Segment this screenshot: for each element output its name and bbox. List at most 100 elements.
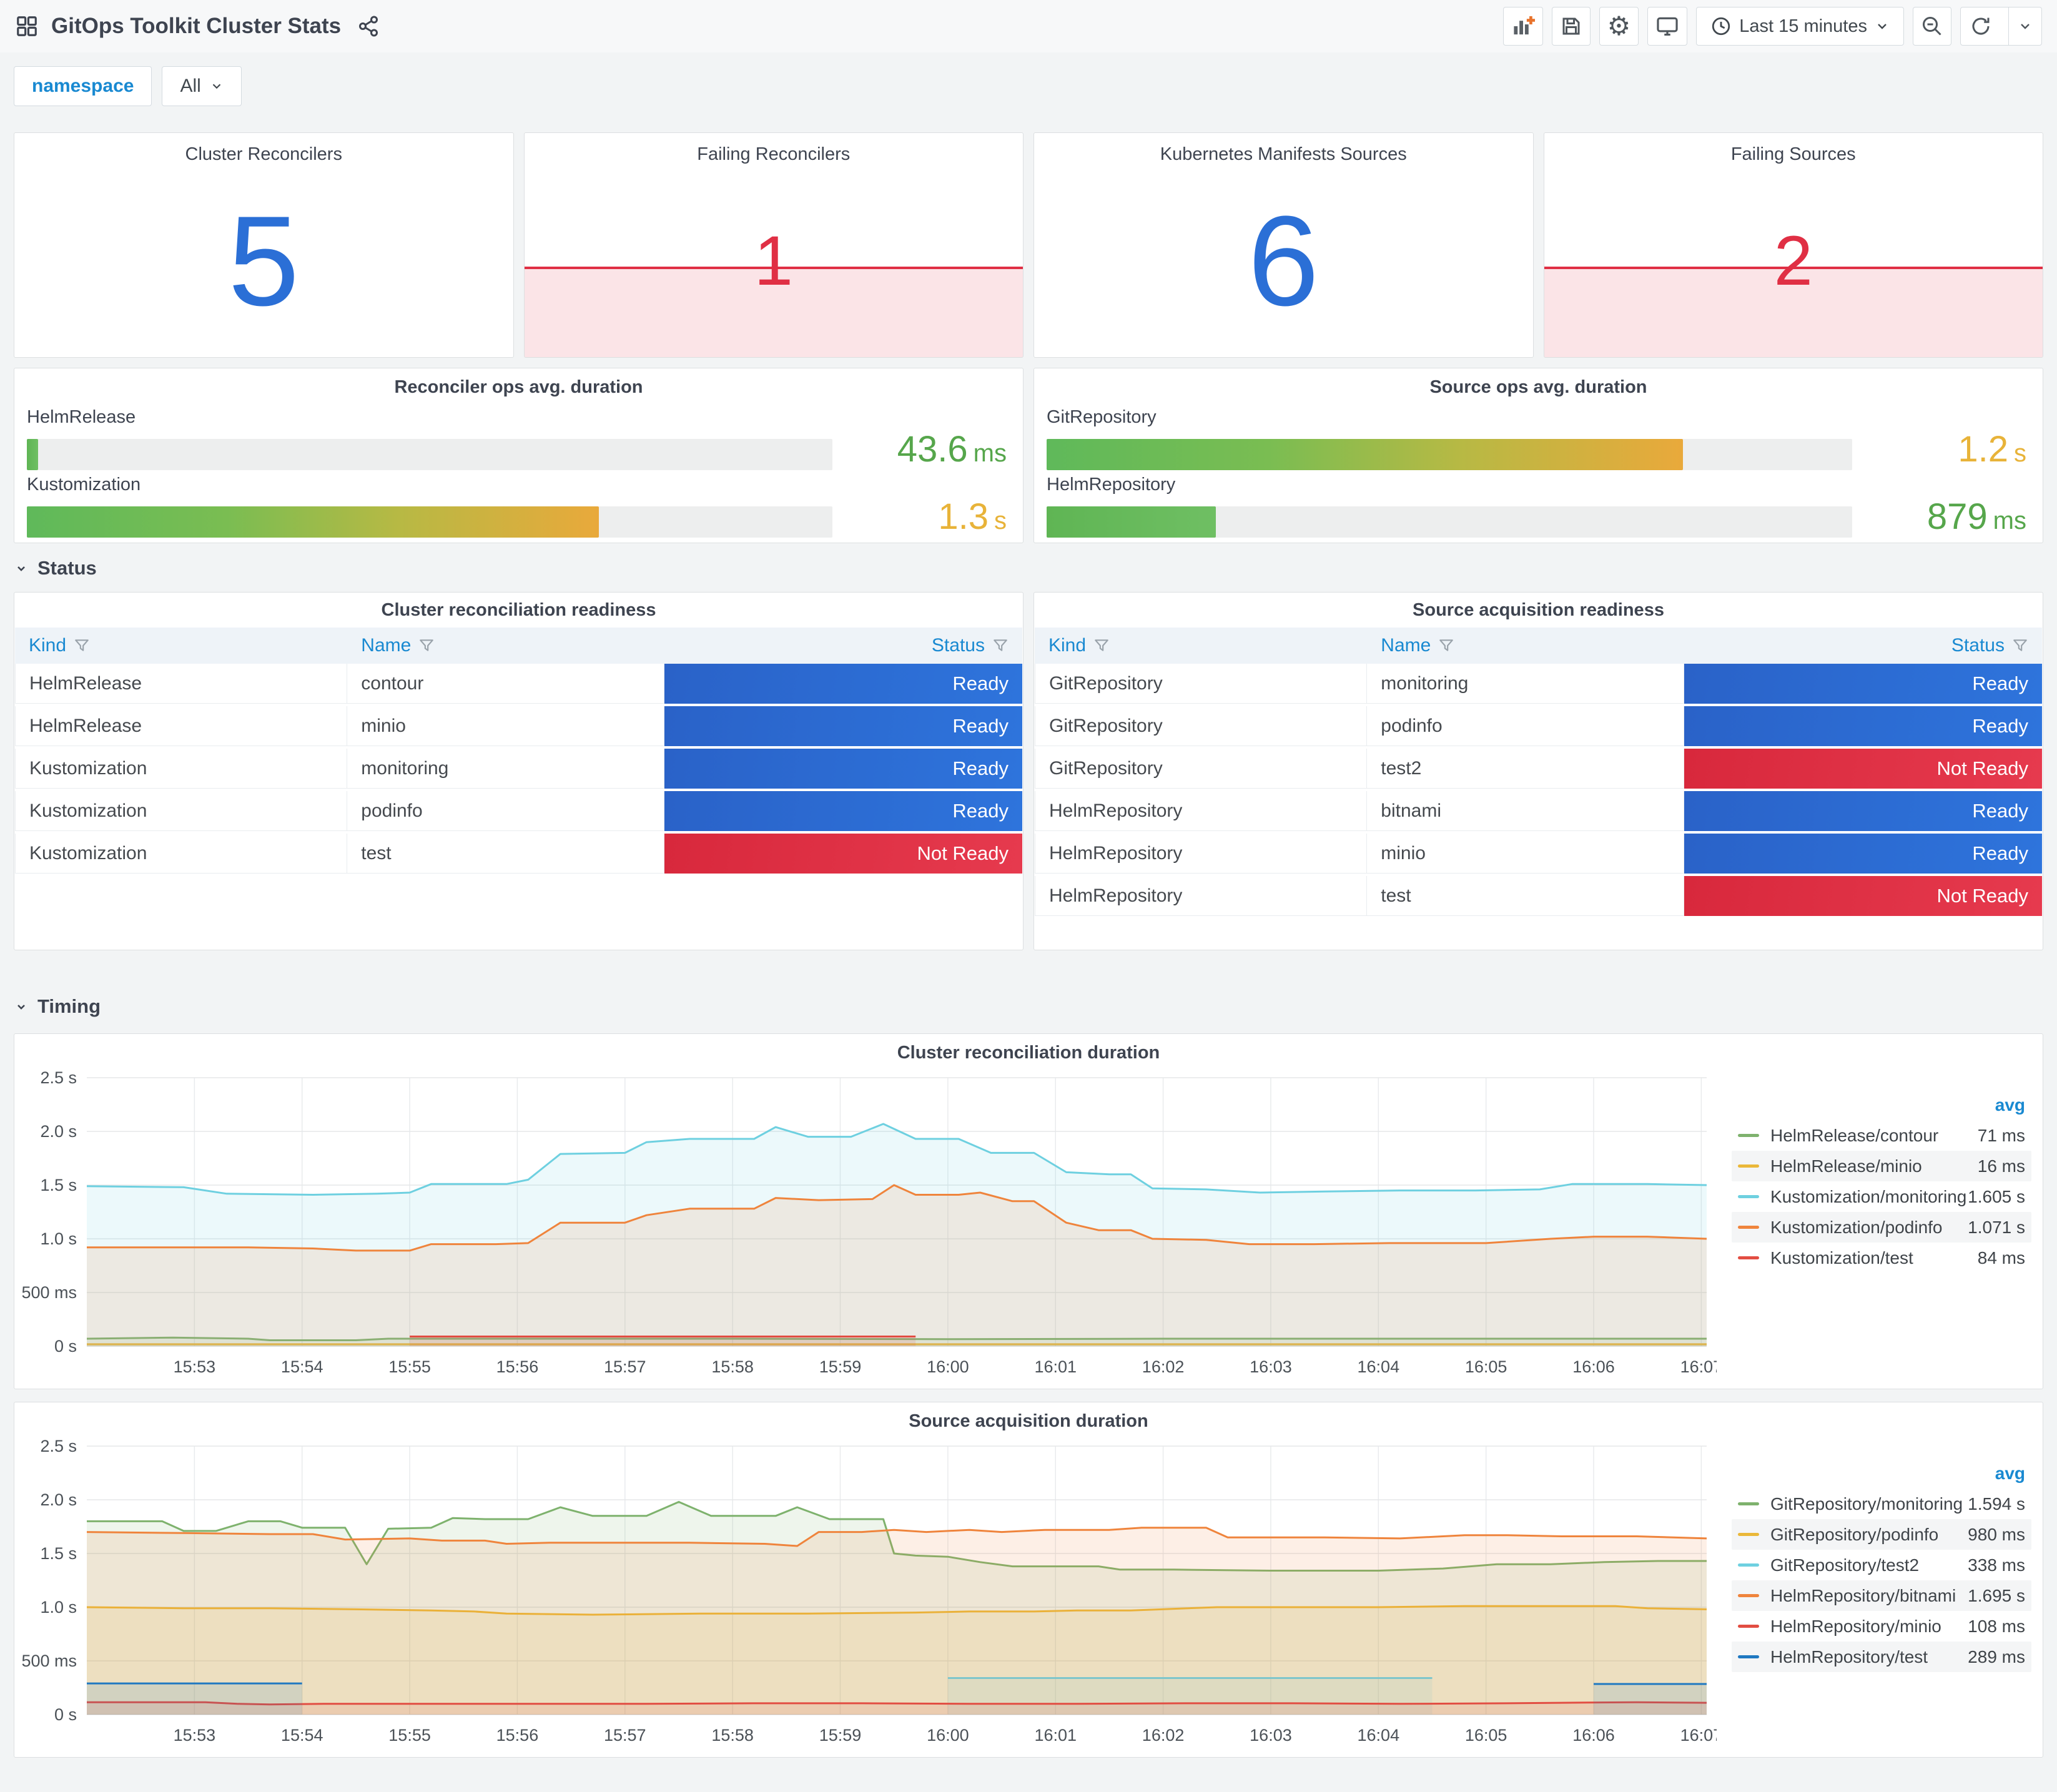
column-header-kind[interactable]: Kind (15, 628, 347, 664)
filter-icon[interactable] (992, 638, 1009, 654)
legend-series-name: HelmRelease/contour (1770, 1125, 1939, 1145)
panel-title[interactable]: Failing Sources (1730, 144, 1856, 164)
share-icon[interactable] (357, 15, 380, 37)
table-row: HelmRelease contour Ready (15, 664, 1022, 706)
filter-icon[interactable] (1438, 638, 1454, 654)
table-row: GitRepository monitoring Ready (1035, 664, 2042, 706)
svg-text:16:06: 16:06 (1572, 1357, 1615, 1376)
legend-item-gitrepository-podinfo[interactable]: GitRepository/podinfo 980 ms (1732, 1519, 2031, 1550)
svg-text:15:59: 15:59 (819, 1726, 862, 1745)
cell-kind: GitRepository (1035, 749, 1368, 789)
chart-panel-cluster-reconciliation-duration: Cluster reconciliation duration 0 s 500 ms… (14, 1033, 2043, 1389)
gauge-track (1047, 506, 1852, 538)
legend-series-avg: 1.071 s (1968, 1217, 2025, 1237)
panel-title[interactable]: Failing Reconcilers (697, 144, 851, 164)
legend-series-avg: 1.594 s (1968, 1494, 2025, 1514)
legend-series-avg: 108 ms (1968, 1616, 2025, 1636)
cell-status-badge: Not Ready (1684, 749, 2042, 789)
filter-icon[interactable] (1093, 638, 1110, 654)
panel-title[interactable]: Source ops avg. duration (1429, 377, 1647, 397)
dashboard-settings-button[interactable]: ⚙ (1599, 7, 1639, 46)
panel-title[interactable]: Source acquisition duration (909, 1411, 1148, 1431)
table-panel-cluster-reconciliation-readiness: Cluster reconciliation readiness Kind Name… (14, 592, 1024, 950)
cycle-view-button[interactable] (1647, 7, 1688, 46)
time-series-plot[interactable]: 0 s 500 ms 1.0 s 1.5 s 2.0 s 2.5 s 15:53 15:54 1… (18, 1069, 1717, 1381)
legend-item-gitrepository-monitoring[interactable]: GitRepository/monitoring 1.594 s (1732, 1489, 2031, 1519)
panel-title[interactable]: Reconciler ops avg. duration (394, 377, 643, 397)
chart-legend: avg HelmRelease/contour 71 ms HelmRelease/m… (1732, 1095, 2031, 1273)
legend-series-name: GitRepository/monitoring (1770, 1494, 1963, 1514)
svg-text:2.5 s: 2.5 s (40, 1069, 77, 1087)
refresh-interval-dropdown[interactable] (2008, 7, 2041, 45)
panel-title[interactable]: Cluster reconciliation readiness (381, 600, 656, 620)
legend-series-avg: 71 ms (1977, 1125, 2025, 1145)
panel-title[interactable]: Kubernetes Manifests Sources (1160, 144, 1407, 164)
gauge-panel-reconciler-ops-avg-duration: Reconciler ops avg. duration HelmRelease 4… (14, 368, 1024, 543)
refresh-button[interactable] (1961, 7, 2001, 45)
legend-item-kustomization-podinfo[interactable]: Kustomization/podinfo 1.071 s (1732, 1212, 2031, 1243)
panel-title[interactable]: Source acquisition readiness (1413, 600, 1664, 620)
svg-text:15:56: 15:56 (496, 1726, 539, 1745)
legend-item-kustomization-test[interactable]: Kustomization/test 84 ms (1732, 1243, 2031, 1273)
legend-series-swatch (1738, 1563, 1759, 1567)
time-series-plot[interactable]: 0 s 500 ms 1.0 s 1.5 s 2.0 s 2.5 s 15:53 15:54 1… (18, 1437, 1717, 1750)
cell-name: minio (347, 706, 665, 746)
svg-text:16:00: 16:00 (927, 1726, 969, 1745)
add-panel-button[interactable] (1502, 7, 1543, 46)
legend-item-helmrelease-minio[interactable]: HelmRelease/minio 16 ms (1732, 1151, 2031, 1181)
panel-title[interactable]: Cluster Reconcilers (185, 144, 342, 164)
section-label: Status (37, 557, 97, 579)
svg-text:15:55: 15:55 (388, 1726, 431, 1745)
legend-header-avg[interactable]: avg (1995, 1464, 2025, 1483)
dashboard-grid-icon[interactable] (15, 14, 39, 38)
gauge-value: 879 ms (1926, 496, 2026, 537)
stat-panel-failing-sources: Failing Sources 2 (1543, 132, 2043, 358)
gauge-row-gitrepository: GitRepository 1.2 s (1047, 407, 2026, 475)
cell-kind: HelmRepository (1035, 791, 1368, 831)
svg-text:16:04: 16:04 (1358, 1357, 1400, 1376)
column-header-kind[interactable]: Kind (1035, 628, 1367, 664)
save-icon (1562, 17, 1580, 35)
gauge-value: 1.2 s (1958, 429, 2026, 470)
svg-text:16:01: 16:01 (1034, 1357, 1077, 1376)
cell-kind: Kustomization (15, 834, 348, 874)
column-header-name[interactable]: Name (347, 628, 664, 664)
column-header-status[interactable]: Status (664, 628, 1022, 664)
gauge-fill (1047, 506, 1216, 538)
cell-name: monitoring (1367, 664, 1685, 704)
legend-item-kustomization-monitoring[interactable]: Kustomization/monitoring 1.605 s (1732, 1181, 2031, 1212)
legend-series-avg: 84 ms (1977, 1248, 2025, 1268)
cell-status-badge: Ready (1684, 834, 2042, 874)
section-header-timing[interactable]: Timing (14, 995, 101, 1018)
gauge-row-helmrelease: HelmRelease 43.6 ms (27, 407, 1007, 475)
filter-icon[interactable] (2012, 638, 2028, 654)
legend-item-gitrepository-test2[interactable]: GitRepository/test2 338 ms (1732, 1550, 2031, 1580)
section-header-status[interactable]: Status (14, 557, 97, 579)
legend-item-helmrepository-test[interactable]: HelmRepository/test 289 ms (1732, 1642, 2031, 1672)
svg-text:15:56: 15:56 (496, 1357, 539, 1376)
cell-status-badge: Ready (1684, 791, 2042, 831)
refresh-icon (1972, 17, 1990, 35)
filter-icon[interactable] (418, 638, 435, 654)
filter-icon[interactable] (74, 638, 90, 654)
legend-header-avg[interactable]: avg (1995, 1095, 2025, 1115)
legend-series-name: Kustomization/podinfo (1770, 1217, 1943, 1237)
zoom-out-button[interactable] (1913, 7, 1951, 46)
legend-item-helmrepository-bitnami[interactable]: HelmRepository/bitnami 1.695 s (1732, 1580, 2031, 1611)
column-header-name[interactable]: Name (1367, 628, 1684, 664)
svg-text:15:54: 15:54 (281, 1726, 323, 1745)
gauge-row-kustomization: Kustomization 1.3 s (27, 475, 1007, 542)
cell-kind: HelmRepository (1035, 876, 1368, 916)
gauge-track (1047, 438, 1852, 470)
legend-series-name: HelmRelease/minio (1770, 1156, 1922, 1176)
cell-name: test (347, 834, 665, 874)
time-range-picker[interactable]: Last 15 minutes (1696, 7, 1904, 46)
save-dashboard-button[interactable] (1551, 7, 1591, 46)
legend-item-helmrepository-minio[interactable]: HelmRepository/minio 108 ms (1732, 1611, 2031, 1642)
legend-series-avg: 16 ms (1977, 1156, 2025, 1176)
variable-namespace-select[interactable]: All (162, 66, 242, 106)
legend-series-swatch (1738, 1625, 1759, 1628)
legend-item-helmrelease-contour[interactable]: HelmRelease/contour 71 ms (1732, 1120, 2031, 1151)
panel-title[interactable]: Cluster reconciliation duration (897, 1043, 1160, 1063)
column-header-status[interactable]: Status (1684, 628, 2042, 664)
